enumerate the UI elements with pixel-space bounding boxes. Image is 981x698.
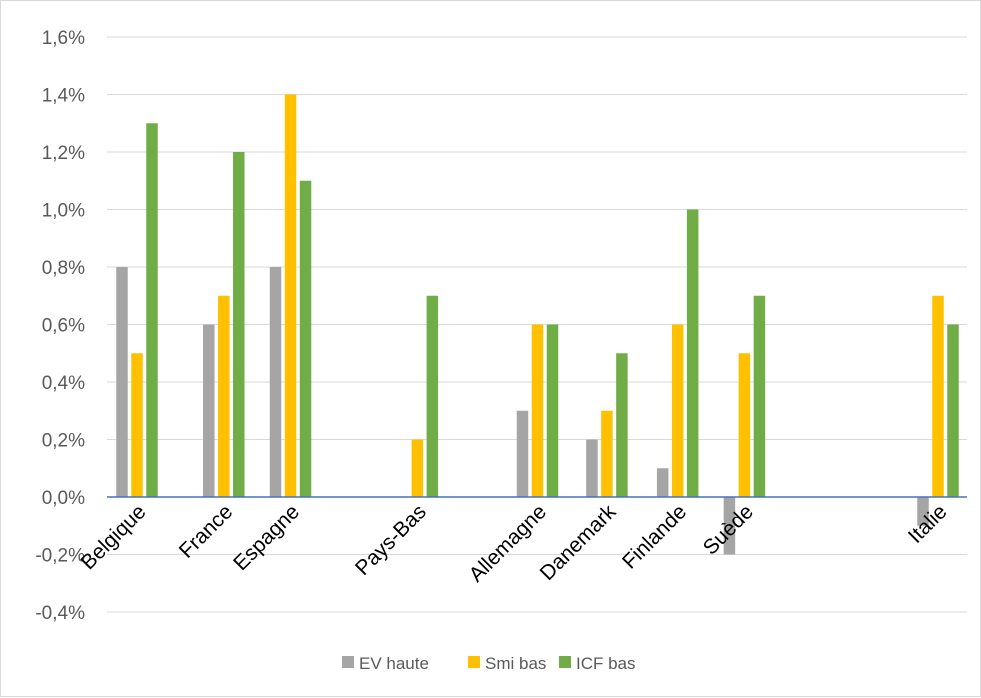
bar <box>411 439 424 497</box>
category-label: Espagne <box>229 500 304 575</box>
legend-label: EV haute <box>359 654 429 673</box>
bar <box>531 324 544 497</box>
y-axis-tick-labels: -0,4% -0,2% 0,0% 0,2% 0,4% 0,6% 0,8% 1,0% 1,2% 1,… <box>35 28 85 624</box>
category-label: Belgique <box>76 500 150 574</box>
bar <box>516 410 529 497</box>
y-tick-label: 1,4% <box>42 86 85 107</box>
bar <box>233 152 245 497</box>
bar <box>203 324 215 497</box>
bar <box>671 324 684 497</box>
category-label: Finlande <box>618 500 691 573</box>
y-tick-label: 1,6% <box>42 28 85 49</box>
y-tick-label: 0,2% <box>42 431 85 452</box>
y-tick-label: 0,0% <box>42 488 85 509</box>
bar <box>218 295 230 497</box>
bar <box>299 180 312 497</box>
category-label: Italie <box>904 500 952 548</box>
bar <box>426 295 439 497</box>
bar <box>947 324 959 497</box>
bar <box>753 295 766 497</box>
bar <box>146 123 158 497</box>
bar <box>656 468 669 497</box>
bar <box>917 497 929 526</box>
bar <box>686 209 699 497</box>
bar <box>269 267 282 497</box>
bar <box>586 439 598 497</box>
y-tick-label: -0,2% <box>35 546 85 567</box>
category-label: Pays-Bas <box>351 500 431 580</box>
bar <box>932 295 944 497</box>
bar <box>131 353 143 497</box>
legend-label: Smi bas <box>485 654 546 673</box>
y-tick-label: 1,2% <box>42 143 85 164</box>
category-label: France <box>175 500 237 562</box>
legend-swatch <box>468 656 480 668</box>
bar <box>738 353 751 497</box>
legend-swatch <box>342 656 354 668</box>
bar <box>284 94 297 497</box>
bar <box>546 324 559 497</box>
y-tick-label: 0,6% <box>42 316 85 337</box>
bar <box>723 497 736 555</box>
y-tick-label: 0,8% <box>42 258 85 279</box>
category-label: Danemark <box>536 500 621 585</box>
y-tick-label: 1,0% <box>42 201 85 222</box>
category-label: Allemagne <box>465 500 551 586</box>
bar <box>601 410 613 497</box>
bar <box>616 353 628 497</box>
bar <box>116 267 128 497</box>
bars <box>116 94 959 555</box>
legend-label: ICF bas <box>576 654 636 673</box>
legend: EV haute Smi bas ICF bas <box>342 654 636 673</box>
legend-swatch <box>559 656 571 668</box>
y-tick-label: -0,4% <box>35 603 85 624</box>
y-tick-label: 0,4% <box>42 373 85 394</box>
